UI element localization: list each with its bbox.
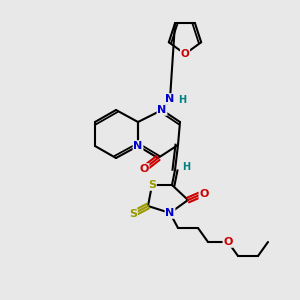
Text: N: N: [158, 105, 166, 115]
Text: O: O: [223, 237, 233, 247]
Text: S: S: [148, 180, 156, 190]
Text: H: H: [178, 95, 186, 105]
Text: O: O: [139, 164, 149, 174]
Text: N: N: [134, 141, 142, 151]
Text: S: S: [129, 209, 137, 219]
Text: N: N: [165, 94, 175, 104]
Text: N: N: [165, 208, 175, 218]
Text: O: O: [181, 49, 189, 59]
Text: O: O: [199, 189, 209, 199]
Text: H: H: [182, 162, 190, 172]
